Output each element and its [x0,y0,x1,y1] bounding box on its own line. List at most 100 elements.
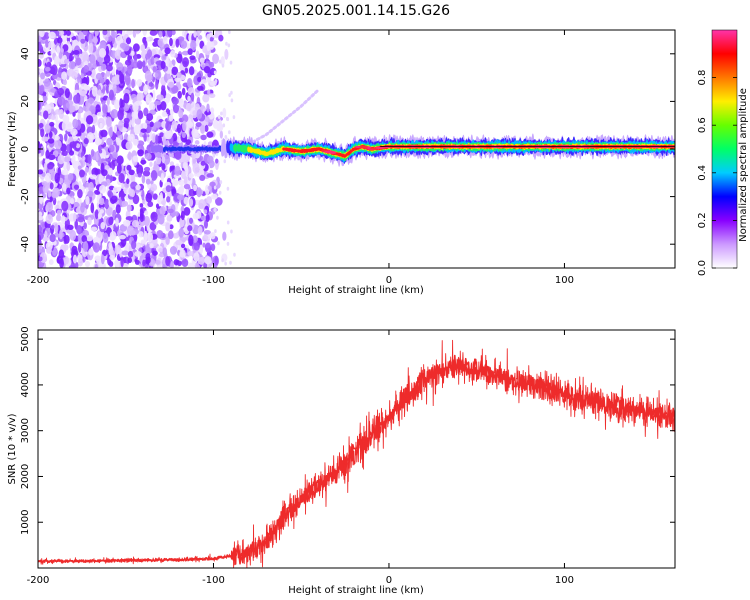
spectral-speckle [190,39,197,51]
spectral-speckle [76,225,83,235]
spectral-speckle [176,123,182,134]
spectral-speckle [170,260,175,268]
spectral-speckle [80,38,86,44]
spectral-speckle [44,172,52,183]
spectral-speckle [160,100,167,111]
spectral-speckle [171,120,177,131]
spectral-speckle [211,193,218,200]
spectral-speckle [62,114,70,124]
spectral-speckle [180,243,186,249]
spectral-speckle [213,185,217,190]
spectral-speckle [38,59,42,67]
spectral-speckle [88,166,92,176]
spectral-speckle [94,30,100,37]
spectral-speckle [108,242,113,249]
spectral-speckle [142,60,146,68]
spectral-speckle [73,94,81,104]
spectral-speckle [230,90,233,95]
spectral-speckle [108,126,113,138]
spectral-speckle [166,92,171,103]
spectral-speckle [41,193,47,199]
spectral-speckle [204,110,212,116]
colorbar-tick-label: 0.2 [697,212,708,228]
spectral-speckle [221,63,225,68]
spectral-speckle [116,62,124,71]
spectral-speckle [200,79,208,84]
spectral-speckle [140,159,147,165]
spectral-speckle [38,85,44,95]
spectral-speckle [160,172,164,183]
spectral-speckle [65,121,73,132]
y-tick-label: -20 [20,188,31,204]
spectral-speckle [166,215,173,222]
spectral-speckle [105,78,110,86]
spectral-speckle [92,63,97,70]
spectral-speckle [83,64,89,73]
spectral-speckle [122,43,130,52]
spectral-speckle [50,64,58,76]
spectral-speckle [178,228,185,238]
spectral-speckle [102,30,108,36]
spectral-speckle [48,41,55,49]
spectral-speckle [67,43,73,54]
spectral-speckle [140,128,147,133]
spectral-speckle [187,262,195,268]
y-tick-label: 1000 [20,510,31,535]
spectral-speckle [144,166,151,172]
spectral-speckle [47,154,56,161]
spectral-speckle [107,167,113,176]
spectral-speckle [100,222,106,230]
spectral-speckle [105,84,110,94]
y-tick-label: 0 [20,146,31,152]
spectral-speckle [106,104,111,113]
spectral-speckle [49,121,55,127]
spectral-ridge-peak [323,150,336,154]
spectral-speckle [66,187,71,195]
spectral-speckle [77,73,81,84]
spectral-speckle [137,172,142,178]
spectral-speckle [125,216,134,221]
spectral-speckle [77,188,83,199]
spectral-speckle [94,168,101,175]
snr-line-layer [38,339,675,568]
spectral-speckle [74,30,82,33]
spectral-speckle [195,122,202,128]
spectral-speckle [134,30,141,35]
spectral-speckle [196,109,203,120]
spectral-speckle [167,30,173,37]
spectral-speckle [110,108,119,119]
spectral-speckle [202,94,210,103]
spectral-speckle [216,215,219,220]
snr-frame [37,329,676,569]
spectral-speckle [175,38,180,48]
spectrogram-x-axis: -200 -100 0 100 [27,30,574,286]
spectrogram-speckle-layer [38,30,236,268]
spectral-speckle [192,212,200,220]
spectral-speckle [42,183,49,194]
spectral-speckle [97,89,102,96]
spectral-speckle [197,76,202,83]
spectral-speckle [127,250,134,258]
spectral-speckle [39,256,43,262]
spectral-speckle [169,246,177,255]
spectral-speckle [183,183,191,190]
spectral-speckle [45,214,54,224]
spectral-speckle [139,213,144,223]
spectral-speckle [87,217,92,226]
spectral-speckle [164,47,171,55]
spectral-speckle [151,133,157,143]
x-tick-label: 100 [555,575,574,586]
spectral-speckle [131,50,135,56]
spectral-speckle [208,93,216,99]
spectral-speckle [207,185,212,191]
spectral-speckle [44,123,51,134]
spectral-speckle [90,226,98,232]
spectral-speckle [66,143,71,153]
spectral-speckle [218,119,223,131]
snr-series-density [38,354,675,565]
colorbar-ticks: 0.00.20.40.60.8 [697,70,737,276]
spectral-speckle [134,259,140,265]
spectral-speckle [100,263,104,268]
spectral-speckle [111,31,118,39]
